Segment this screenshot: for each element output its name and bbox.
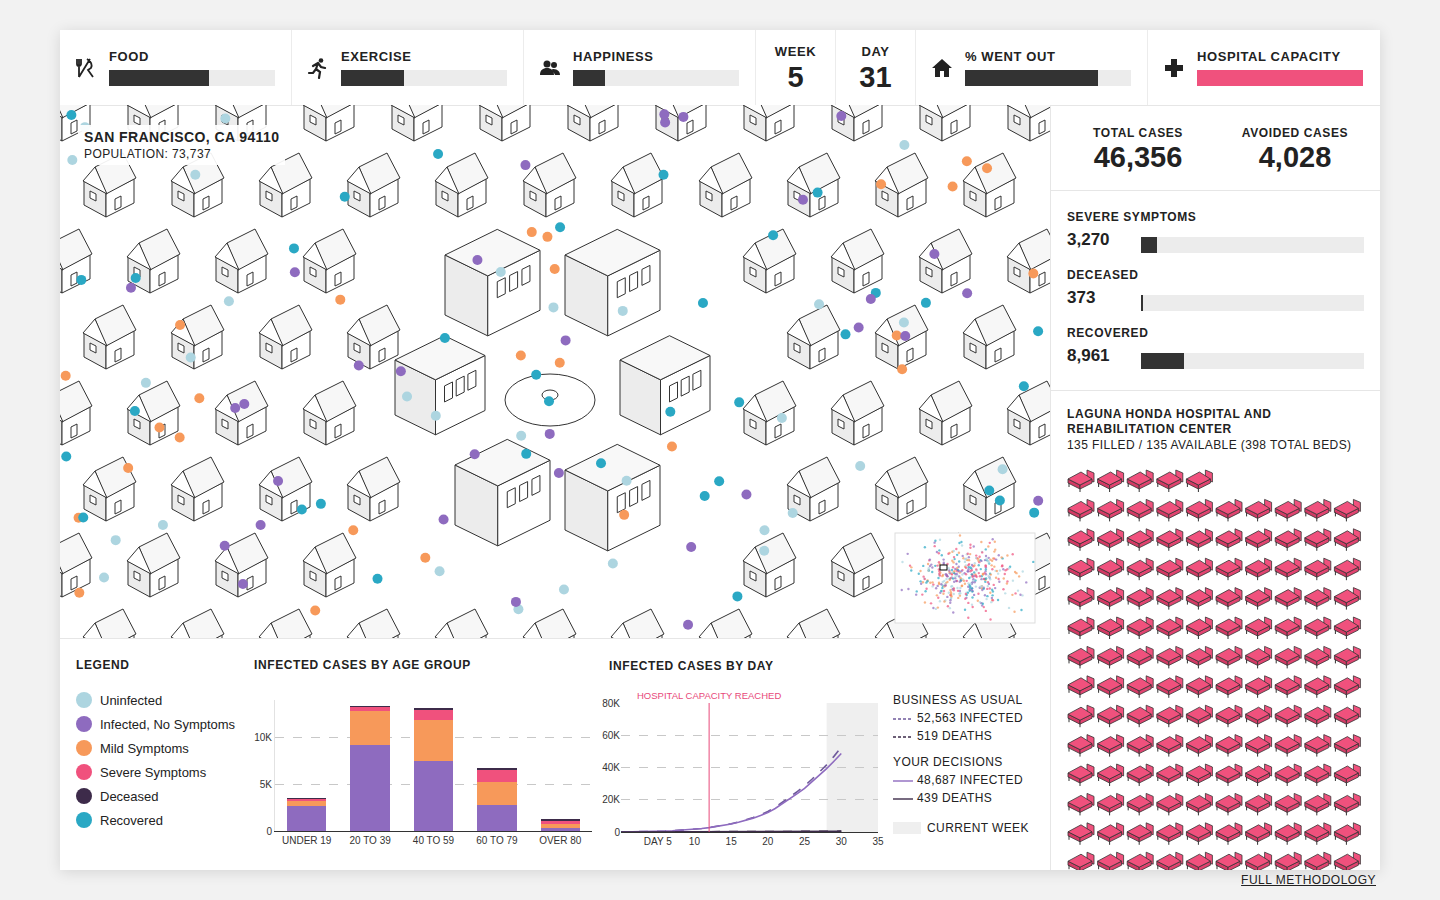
html-text:FOOD: FOOD [109, 49, 149, 64]
html-text:Recovered: Recovered [100, 813, 163, 828]
svg-text:0: 0 [614, 827, 620, 838]
svg-text:10K: 10K [254, 732, 272, 743]
svg-text:25: 25 [799, 836, 811, 847]
html-text:YOUR DECISIONS: YOUR DECISIONS [893, 755, 1003, 769]
svg-text:HOSPITAL CAPACITY REACHED: HOSPITAL CAPACITY REACHED [637, 690, 781, 701]
svg-text:40 TO 59: 40 TO 59 [413, 835, 455, 846]
html-text:FULL METHODOLOGY: FULL METHODOLOGY [1241, 873, 1376, 887]
svg-text:OVER 80: OVER 80 [539, 835, 582, 846]
svg-text:30: 30 [836, 836, 848, 847]
html-text:LAGUNA HONDA HOSPITAL AND REHA: LAGUNA HONDA HOSPITAL AND REHABILITATION… [1067, 407, 1272, 436]
svg-text:5K: 5K [260, 779, 273, 790]
html-text:SEVERE SYMPTOMS: SEVERE SYMPTOMS [1067, 210, 1197, 224]
html-text:AVOIDED CASES: AVOIDED CASES [1241, 126, 1349, 140]
svg-text:20 TO 39: 20 TO 39 [349, 835, 391, 846]
svg-text:20K: 20K [602, 794, 620, 805]
html-text:TOTAL CASES: TOTAL CASES [1093, 126, 1183, 140]
html-text:52,563 INFECTED: 52,563 INFECTED [917, 711, 1023, 725]
html-text:5: 5 [787, 61, 804, 93]
html-text:WEEK: WEEK [774, 44, 817, 59]
html-text:RECOVERED: RECOVERED [1067, 326, 1149, 340]
html-text:48,687 INFECTED: 48,687 INFECTED [917, 773, 1023, 787]
svg-text:15: 15 [726, 836, 738, 847]
html-text:DECEASED: DECEASED [1067, 268, 1139, 282]
html-text:CURRENT WEEK: CURRENT WEEK [927, 821, 1029, 835]
html-text:46,356: 46,356 [1093, 141, 1183, 173]
html-text:LEGEND: LEGEND [76, 658, 130, 672]
svg-text:10: 10 [689, 836, 701, 847]
html-text:HAPPINESS: HAPPINESS [573, 49, 654, 64]
html-text:Uninfected: Uninfected [100, 693, 163, 708]
svg-text:60 TO 79: 60 TO 79 [476, 835, 518, 846]
html-text:SAN FRANCISCO, CA 94110: SAN FRANCISCO, CA 94110 [84, 129, 280, 145]
svg-text:40K: 40K [602, 762, 620, 773]
html-text:INFECTED CASES BY DAY: INFECTED CASES BY DAY [609, 659, 774, 673]
html-text:4,028: 4,028 [1258, 141, 1332, 173]
html-text:Infected, No Symptoms: Infected, No Symptoms [100, 717, 236, 732]
html-text:Deceased: Deceased [100, 789, 159, 804]
html-text:439 DEATHS: 439 DEATHS [917, 791, 993, 805]
html-text:519 DEATHS: 519 DEATHS [917, 729, 993, 743]
svg-text:35: 35 [872, 836, 884, 847]
html-text:BUSINESS AS USUAL: BUSINESS AS USUAL [893, 693, 1023, 707]
html-text:% WENT OUT: % WENT OUT [965, 49, 1056, 64]
svg-text:80K: 80K [602, 698, 620, 709]
svg-text:DAY 5: DAY 5 [644, 836, 672, 847]
html-text:31: 31 [859, 61, 892, 93]
html-text:3,270: 3,270 [1067, 230, 1110, 249]
html-text:HOSPITAL CAPACITY: HOSPITAL CAPACITY [1197, 49, 1341, 64]
html-text:135 FILLED / 135 AVAILABLE (39: 135 FILLED / 135 AVAILABLE (398 TOTAL BE… [1067, 438, 1352, 452]
svg-text:0: 0 [266, 826, 272, 837]
html-text:POPULATION: 73,737: POPULATION: 73,737 [84, 147, 211, 161]
html-text:Mild Symptoms: Mild Symptoms [100, 741, 189, 756]
html-text:Severe Symptoms: Severe Symptoms [100, 765, 207, 780]
html-text:373: 373 [1067, 288, 1096, 307]
html-text:DAY: DAY [861, 44, 890, 59]
svg-text:UNDER 19: UNDER 19 [282, 835, 332, 846]
html-text:8,961: 8,961 [1067, 346, 1110, 365]
svg-text:60K: 60K [602, 730, 620, 741]
html-text:EXERCISE: EXERCISE [341, 49, 412, 64]
svg-text:20: 20 [762, 836, 774, 847]
html-text:INFECTED CASES BY AGE GROUP: INFECTED CASES BY AGE GROUP [254, 658, 471, 672]
